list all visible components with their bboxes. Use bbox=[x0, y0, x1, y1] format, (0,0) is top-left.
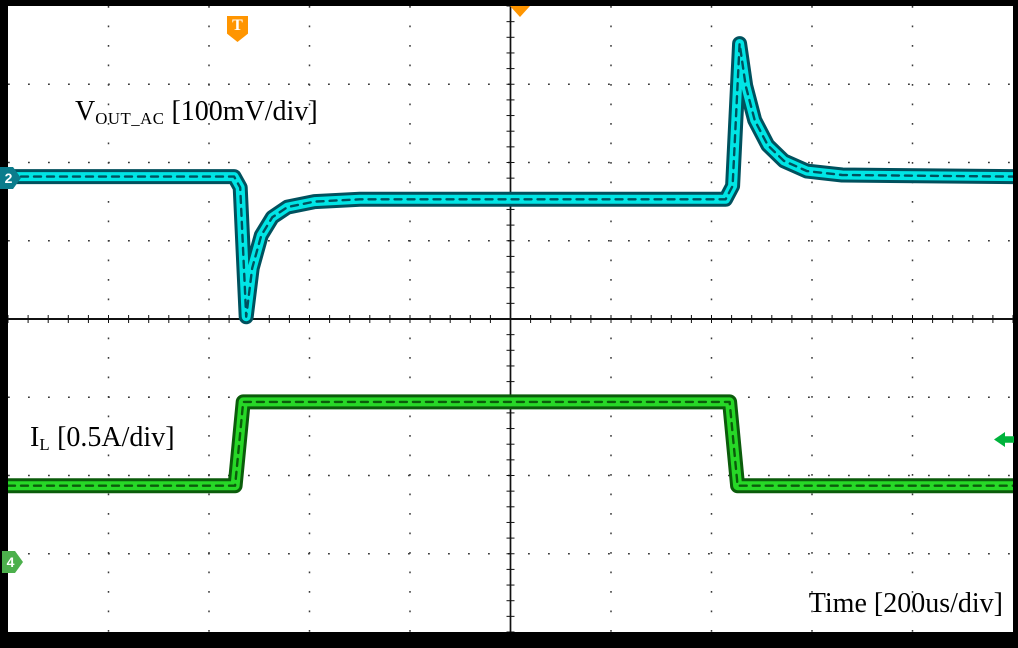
oscilloscope-screen: VOUT_AC [100mV/div] IL [0.5A/div] Time [… bbox=[8, 6, 1013, 632]
il-scale: [0.5A/div] bbox=[50, 422, 175, 453]
vout-trace-label: VOUT_AC [100mV/div] bbox=[75, 98, 318, 128]
channel-4-marker: 4 bbox=[2, 551, 23, 573]
vout-scale: [100mV/div] bbox=[164, 96, 318, 127]
trigger-position-icon bbox=[510, 6, 530, 17]
il-subscript: L bbox=[39, 435, 51, 455]
il-symbol: I bbox=[30, 422, 40, 453]
trace-i_l bbox=[8, 400, 1013, 487]
vout-subscript: OUT_AC bbox=[95, 109, 165, 129]
waveform-canvas bbox=[8, 6, 1013, 632]
vout-symbol: V bbox=[75, 96, 96, 127]
timebase-label: Time [200us/div] bbox=[808, 588, 1003, 619]
trigger-flag-icon: T bbox=[227, 16, 248, 42]
channel-2-marker: 2 bbox=[0, 167, 21, 189]
il-trace-label: IL [0.5A/div] bbox=[30, 424, 175, 454]
trace-v_out_ac bbox=[8, 42, 1013, 318]
